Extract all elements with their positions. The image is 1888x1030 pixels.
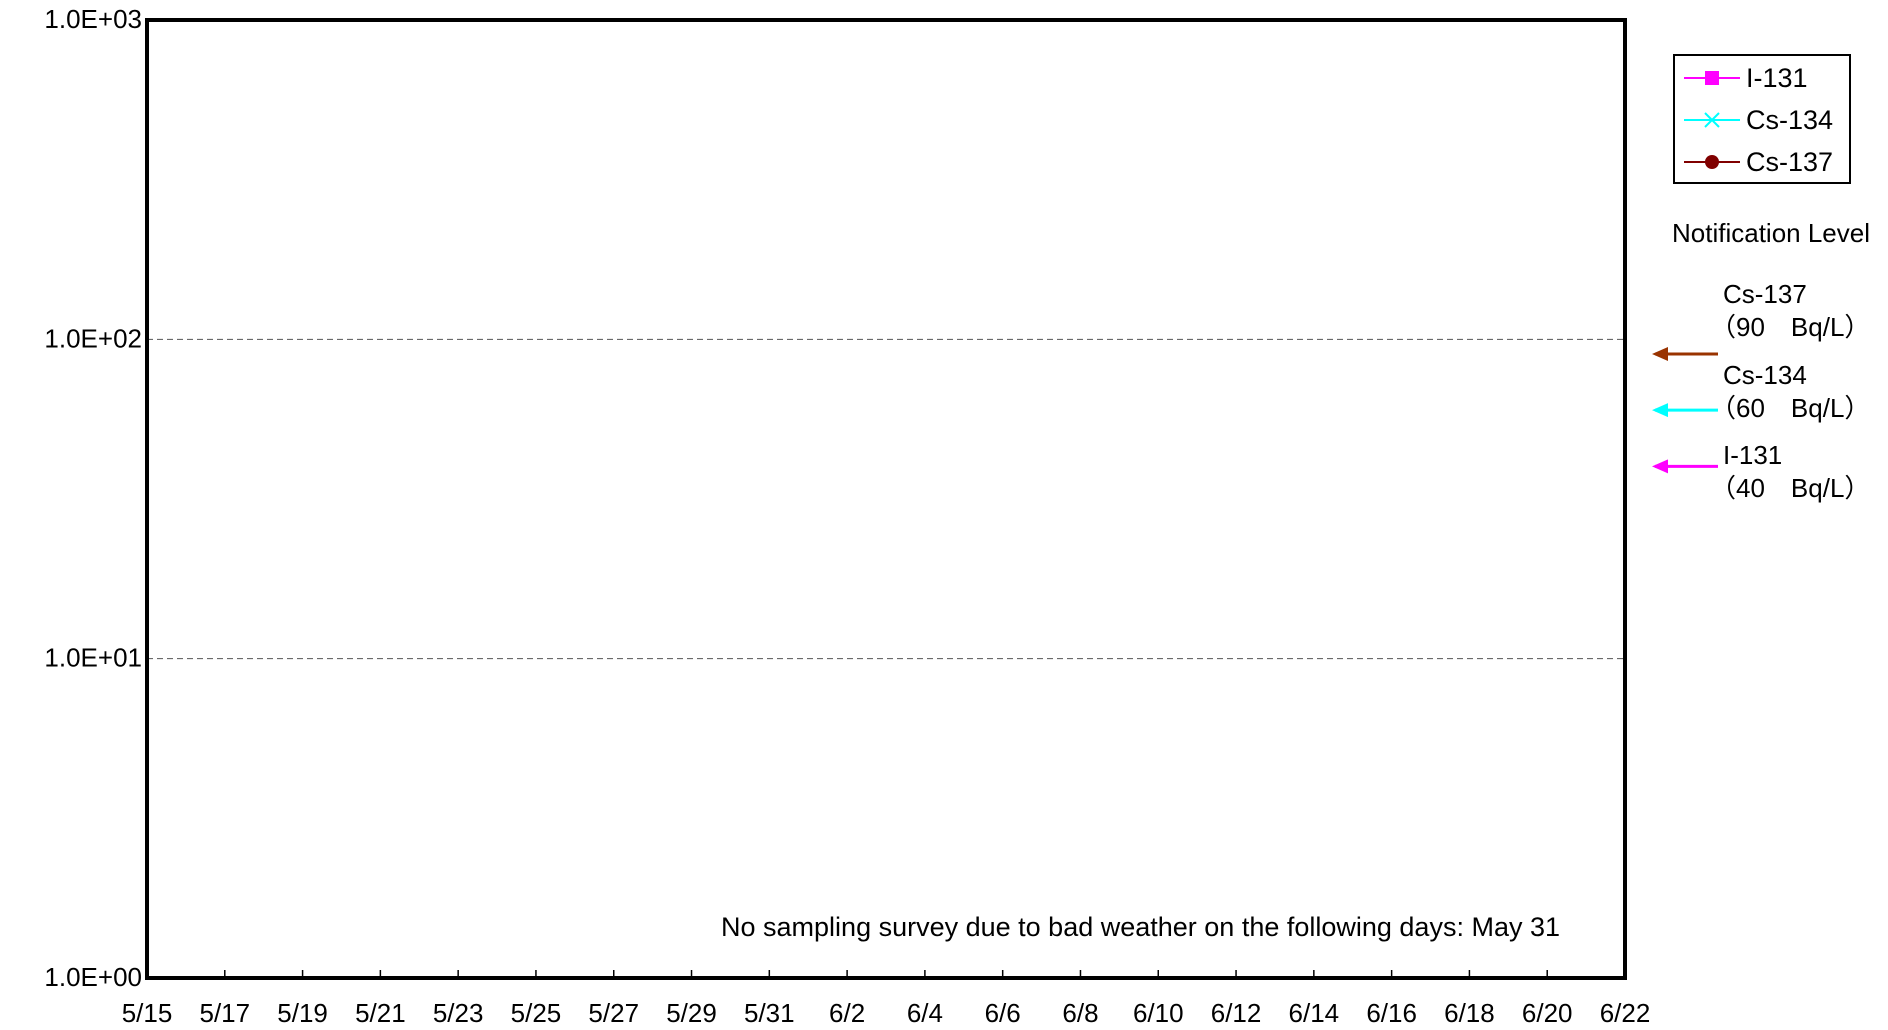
legend-label: I-131 <box>1746 63 1808 93</box>
legend-marker-square <box>1705 71 1719 85</box>
legend-label: Cs-137 <box>1746 147 1833 177</box>
notification-arrow-head <box>1652 403 1668 418</box>
x-tick-label: 5/25 <box>511 998 562 1028</box>
x-tick-label: 5/27 <box>588 998 639 1028</box>
notification-nuclide: I-131 <box>1723 440 1782 470</box>
x-tick-label: 6/8 <box>1062 998 1098 1028</box>
y-axis: 1.0E+00 1.0E+01 1.0E+02 1.0E+03 <box>44 4 142 992</box>
x-tick-label: 6/14 <box>1289 998 1340 1028</box>
x-tick-label: 6/22 <box>1600 998 1651 1028</box>
x-tick-label: 6/4 <box>907 998 943 1028</box>
x-tick-label: 6/18 <box>1444 998 1495 1028</box>
notification-levels: Cs-137（90 Bq/L） Cs-134（60 Bq/L） I-131（40 B… <box>1652 279 1870 503</box>
gridlines <box>147 338 1625 660</box>
y-tick-label: 1.0E+03 <box>44 4 142 34</box>
legend: I-131 Cs-134 Cs-137 <box>1673 54 1851 184</box>
x-tick-label: 6/20 <box>1522 998 1573 1028</box>
notification-nuclide: Cs-137 <box>1723 279 1807 309</box>
x-tick-label: 5/21 <box>355 998 406 1028</box>
x-tick-label: 5/29 <box>666 998 717 1028</box>
y-tick-label: 1.0E+02 <box>44 323 142 353</box>
x-tick-label: 5/15 <box>122 998 173 1028</box>
x-tick-label: 6/12 <box>1211 998 1262 1028</box>
notification-arrow-head <box>1652 346 1668 361</box>
x-tick-label: 5/23 <box>433 998 484 1028</box>
notification-arrow-head <box>1652 459 1668 474</box>
notification-title: Notification Level <box>1672 218 1870 248</box>
notification-nuclide: Cs-134 <box>1723 360 1807 390</box>
notification-value: （40 Bq/L） <box>1710 473 1870 503</box>
notification-value: （90 Bq/L） <box>1710 312 1870 342</box>
annotation-text: No sampling survey due to bad weather on… <box>721 912 1560 942</box>
x-tick-label: 6/6 <box>985 998 1021 1028</box>
y-tick-label: 1.0E+00 <box>44 962 142 992</box>
legend-label: Cs-134 <box>1746 105 1833 135</box>
notification-value: （60 Bq/L） <box>1710 393 1870 423</box>
y-tick-label: 1.0E+01 <box>44 643 142 673</box>
legend-marker-x <box>1704 112 1720 128</box>
x-tick-label: 5/17 <box>199 998 250 1028</box>
legend-marker-circle <box>1705 155 1719 169</box>
x-tick-label: 6/10 <box>1133 998 1184 1028</box>
x-axis: 5/15 5/17 5/19 5/21 5/23 5/25 5/27 5/29 5/31 6/2 6… <box>122 970 1651 1028</box>
x-tick-label: 5/31 <box>744 998 795 1028</box>
x-tick-label: 6/2 <box>829 998 865 1028</box>
plot-area <box>145 18 1627 980</box>
x-tick-label: 6/16 <box>1366 998 1417 1028</box>
x-tick-label: 5/19 <box>277 998 328 1028</box>
